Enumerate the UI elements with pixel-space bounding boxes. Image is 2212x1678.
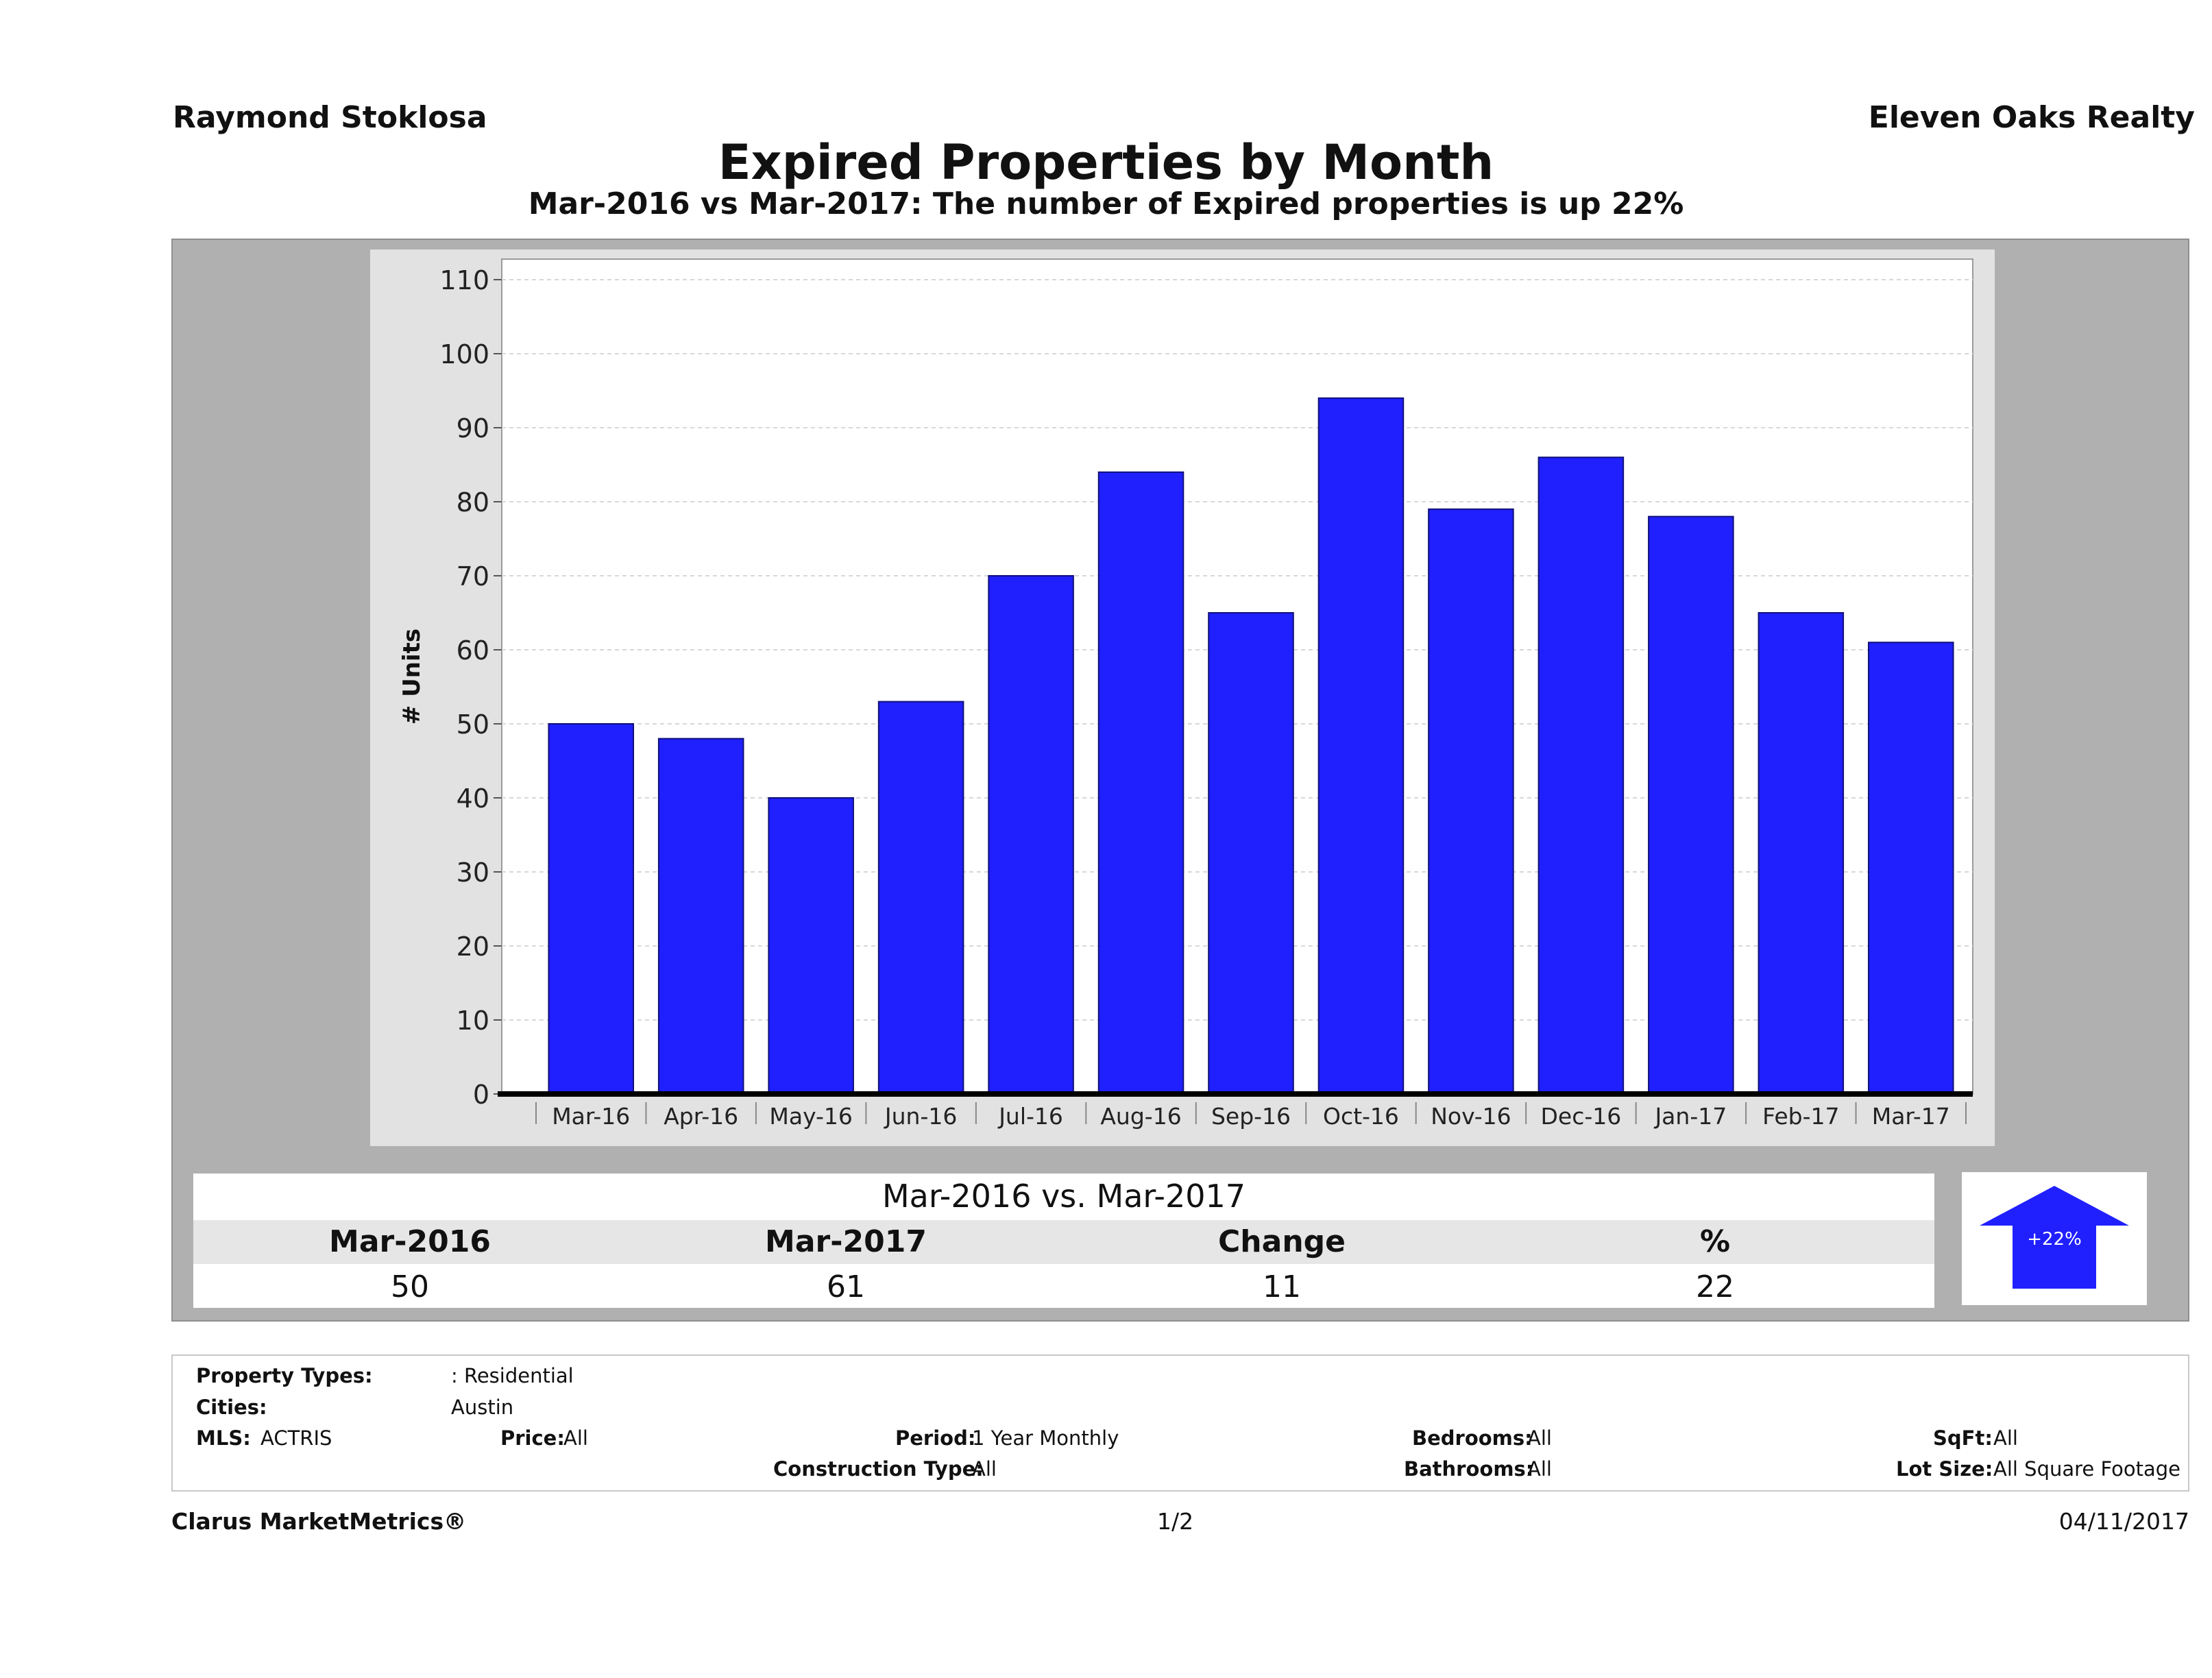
comparison-value-end: 61 bbox=[827, 1269, 865, 1304]
cities-value: Austin bbox=[451, 1396, 514, 1419]
lot-size-label: Lot Size: bbox=[1896, 1457, 1993, 1481]
chart-subtitle: Mar-2016 vs Mar-2017: The number of Expi… bbox=[528, 186, 1684, 221]
page-number: 1/2 bbox=[1157, 1508, 1194, 1535]
bedrooms-label: Bedrooms: bbox=[1412, 1426, 1533, 1450]
comparison-header-band bbox=[193, 1220, 1934, 1264]
comparison-header-change: Change bbox=[1218, 1224, 1346, 1259]
bar bbox=[1097, 471, 1184, 1095]
y-tick-label: 60 bbox=[457, 635, 489, 666]
y-tick-label: 10 bbox=[457, 1006, 489, 1036]
y-tick-label: 70 bbox=[457, 561, 489, 592]
up-arrow-icon: +22% bbox=[1980, 1186, 2129, 1289]
y-tick-label: 50 bbox=[457, 709, 489, 740]
y-tick-label: 40 bbox=[457, 783, 489, 814]
x-tick-label: Aug-16 bbox=[1100, 1103, 1181, 1130]
x-tick-label: Jun-16 bbox=[884, 1103, 957, 1130]
price-value: All bbox=[563, 1426, 588, 1450]
mls-value: ACTRIS bbox=[260, 1426, 332, 1450]
y-tick-label: 110 bbox=[439, 265, 489, 295]
bar bbox=[988, 575, 1074, 1095]
comparison-title: Mar-2016 vs. Mar-2017 bbox=[882, 1178, 1246, 1215]
change-badge-label: +22% bbox=[2027, 1229, 2082, 1250]
period-value: 1 Year Monthly bbox=[972, 1426, 1119, 1450]
sqft-value: All bbox=[1993, 1426, 2018, 1450]
x-tick-label: Jan-17 bbox=[1653, 1103, 1727, 1130]
mls-label: MLS: bbox=[196, 1426, 251, 1450]
construction-type-value: All bbox=[972, 1457, 997, 1481]
comparison-header-start: Mar-2016 bbox=[329, 1224, 491, 1259]
cities-label: Cities: bbox=[196, 1396, 267, 1419]
y-tick-label: 90 bbox=[457, 413, 489, 443]
comparison-value-percent: 22 bbox=[1696, 1269, 1734, 1304]
bar-chart: 0 10 20 30 40 50 60 70 80 90 100 110 # Units Mar-16 Ap… bbox=[398, 258, 1973, 1130]
bar bbox=[548, 723, 635, 1095]
bar bbox=[1208, 612, 1294, 1095]
x-tick-label: Nov-16 bbox=[1431, 1103, 1511, 1130]
comparison-header-end: Mar-2017 bbox=[765, 1224, 927, 1259]
bar bbox=[1317, 397, 1405, 1095]
chart-title: Expired Properties by Month bbox=[718, 134, 1494, 191]
x-tick-label: Jul-16 bbox=[997, 1103, 1063, 1130]
x-tick-label: Dec-16 bbox=[1541, 1103, 1622, 1130]
y-axis-label: # Units bbox=[398, 629, 426, 725]
x-tick-label: Apr-16 bbox=[664, 1103, 738, 1130]
bar bbox=[1867, 642, 1954, 1095]
property-types-value: : Residential bbox=[451, 1364, 574, 1387]
period-label: Period: bbox=[895, 1426, 976, 1450]
price-label: Price: bbox=[500, 1426, 565, 1450]
bedrooms-value: All bbox=[1527, 1426, 1552, 1450]
bar bbox=[657, 738, 744, 1095]
y-tick-label: 100 bbox=[439, 339, 489, 369]
change-badge: +22% bbox=[1962, 1172, 2147, 1305]
bar bbox=[1648, 515, 1734, 1095]
lot-size-value: All Square Footage bbox=[1993, 1457, 2181, 1481]
x-tick-label: Oct-16 bbox=[1323, 1103, 1399, 1130]
x-tick-label: Mar-17 bbox=[1872, 1103, 1950, 1130]
x-tick-label: Mar-16 bbox=[552, 1103, 630, 1130]
y-tick-label: 0 bbox=[473, 1080, 489, 1110]
brand-footer: Clarus MarketMetrics® bbox=[171, 1508, 467, 1535]
bar bbox=[877, 701, 964, 1095]
comparison-header-percent: % bbox=[1699, 1224, 1731, 1259]
bar bbox=[1758, 612, 1845, 1095]
bar bbox=[1428, 508, 1514, 1095]
bar bbox=[768, 797, 854, 1095]
x-tick-label: Sep-16 bbox=[1211, 1103, 1291, 1130]
bar bbox=[1538, 457, 1625, 1095]
filter-summary bbox=[171, 1354, 2189, 1492]
y-tick-label: 30 bbox=[457, 858, 489, 888]
property-types-label: Property Types: bbox=[196, 1364, 373, 1387]
agent-name: Raymond Stoklosa bbox=[173, 100, 487, 135]
construction-type-label: Construction Type: bbox=[773, 1457, 984, 1481]
y-tick-label: 20 bbox=[457, 932, 489, 962]
sqft-label: SqFt: bbox=[1933, 1426, 1993, 1450]
x-tick-label: Feb-17 bbox=[1762, 1103, 1839, 1130]
report-date: 04/11/2017 bbox=[2058, 1508, 2189, 1535]
comparison-value-change: 11 bbox=[1263, 1269, 1301, 1304]
y-tick-label: 80 bbox=[457, 487, 489, 518]
x-tick-label: May-16 bbox=[769, 1103, 853, 1130]
bathrooms-label: Bathrooms: bbox=[1404, 1457, 1534, 1481]
bathrooms-value: All bbox=[1527, 1457, 1552, 1481]
company-name: Eleven Oaks Realty bbox=[1868, 100, 2195, 135]
comparison-value-start: 50 bbox=[391, 1269, 429, 1304]
